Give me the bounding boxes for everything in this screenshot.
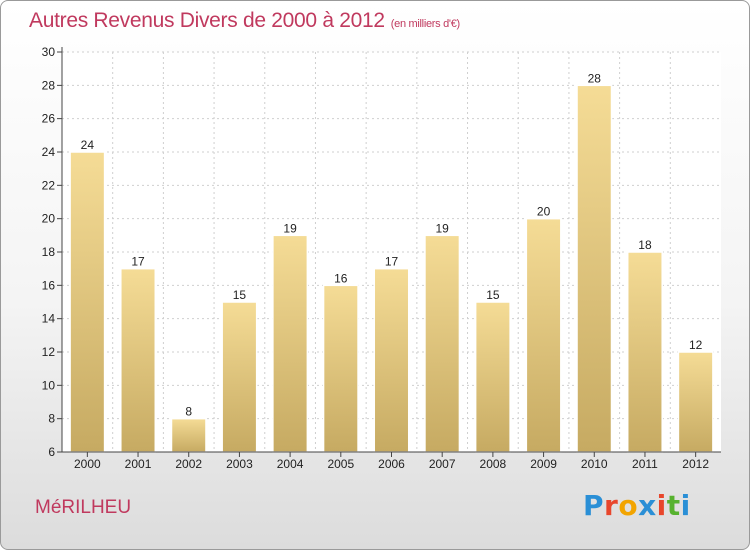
y-tick-label: 12 [42, 345, 56, 359]
x-tick-label: 2004 [277, 457, 304, 471]
chart-title-text: Autres Revenus Divers de 2000 à 2012 [29, 9, 385, 32]
bar-2011 [626, 251, 663, 453]
logo-letter: x [638, 489, 657, 522]
bar-value-label: 16 [334, 271, 348, 285]
bar-value-label: 28 [588, 71, 602, 85]
bar-value-label: 15 [233, 288, 247, 302]
bar-value-label: 19 [436, 221, 450, 235]
logo-letter: i [680, 489, 691, 522]
x-tick-label: 2002 [175, 457, 202, 471]
bar-value-label: 8 [185, 405, 192, 419]
bar-2003 [221, 301, 258, 453]
logo-letter: r [604, 489, 619, 522]
axes: 6 8 10 12 14 16 18 20 22 24 26 28 30 2000 2001 2002 2003… [42, 45, 721, 471]
bars: 24 17 8 15 19 16 17 19 15 20 28 18 12 [69, 71, 714, 453]
chart-unit-label: (en milliers d'€) [390, 18, 460, 30]
x-tick-label: 2009 [530, 457, 557, 471]
y-tick-label: 20 [42, 212, 56, 226]
x-tick-label: 2011 [632, 457, 658, 471]
x-tick-label: 2001 [125, 457, 152, 471]
grid-lines [62, 51, 721, 453]
logo-letter: t [666, 489, 681, 522]
x-tick-label: 2007 [429, 457, 456, 471]
bar-2007 [424, 234, 461, 453]
proxiti-logo: Proxiti [583, 489, 691, 522]
x-tick-label: 2010 [581, 457, 608, 471]
chart-title: Autres Revenus Divers de 2000 à 2012 (en … [29, 9, 460, 33]
bar-value-label: 17 [385, 255, 399, 269]
y-tick-label: 18 [42, 245, 56, 259]
y-tick-label: 22 [42, 178, 56, 192]
x-tick-label: 2005 [327, 457, 354, 471]
logo-letter: P [583, 489, 605, 522]
commune-name: MéRILHEU [35, 497, 132, 518]
x-tick-label: 2008 [480, 457, 507, 471]
logo-letter: o [618, 489, 639, 522]
y-tick-label: 16 [42, 278, 56, 292]
y-tick-label: 8 [48, 412, 55, 426]
bar-value-label: 12 [689, 338, 703, 352]
bar-value-label: 15 [486, 288, 500, 302]
x-tick-label: 2003 [226, 457, 253, 471]
bar-2006 [373, 267, 410, 453]
x-tick-label: 2006 [378, 457, 405, 471]
bar-value-label: 18 [638, 238, 652, 252]
x-tick-label: 2000 [74, 457, 101, 471]
logo-letter: i [656, 489, 667, 522]
y-tick-label: 6 [48, 445, 55, 459]
bar-2005 [322, 284, 359, 453]
bar-value-label: 17 [131, 255, 145, 269]
bar-2000 [69, 151, 106, 453]
bar-value-label: 24 [81, 138, 95, 152]
bar-2004 [272, 234, 309, 453]
bar-value-label: 20 [537, 205, 551, 219]
y-tick-label: 10 [42, 378, 56, 392]
y-tick-label: 26 [42, 112, 56, 126]
bar-value-label: 19 [283, 221, 297, 235]
y-tick-label: 28 [42, 78, 56, 92]
bar-2010 [576, 84, 613, 453]
bar-2008 [474, 301, 511, 453]
bar-2009 [525, 217, 562, 453]
y-tick-label: 24 [42, 145, 56, 159]
y-tick-label: 30 [42, 45, 56, 59]
y-tick-label: 14 [42, 312, 56, 326]
bar-2012 [677, 351, 714, 453]
x-tick-label: 2012 [682, 457, 709, 471]
bar-2002 [170, 417, 207, 453]
bar-2001 [120, 267, 157, 453]
